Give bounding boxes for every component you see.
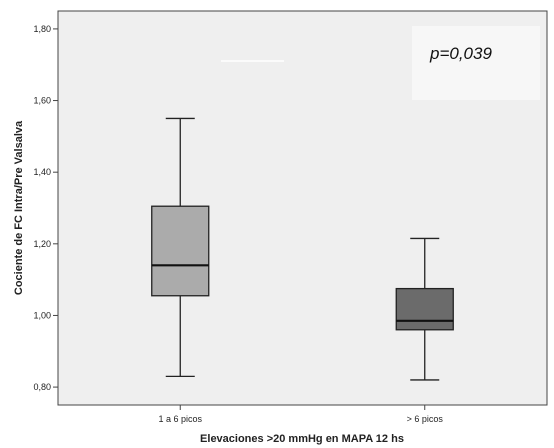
x-axis-title: Elevaciones >20 mmHg en MAPA 12 hs (200, 433, 404, 445)
x-tick-label: > 6 picos (407, 414, 444, 424)
x-axis: 1 a 6 picos > 6 picos (158, 405, 443, 424)
y-axis: 0,80 1,00 1,20 1,40 1,60 1,80 (33, 24, 58, 392)
y-tick-label: 0,80 (33, 382, 51, 392)
box-group (151, 117, 210, 377)
annotation-box (412, 26, 540, 100)
y-tick-label: 1,20 (33, 239, 51, 249)
y-tick-label: 1,80 (33, 24, 51, 34)
y-tick-label: 1,00 (33, 310, 51, 320)
y-tick-label: 1,40 (33, 167, 51, 177)
boxes-layer (151, 117, 454, 381)
box-iqr (395, 287, 454, 331)
p-value-annotation: p=0,039 (429, 44, 492, 63)
y-tick-label: 1,60 (33, 96, 51, 106)
box-group (395, 237, 454, 381)
box-iqr (151, 205, 210, 297)
x-tick-label: 1 a 6 picos (158, 414, 202, 424)
y-axis-title: Cociente de FC Intra/Pre Valsalva (13, 120, 25, 295)
